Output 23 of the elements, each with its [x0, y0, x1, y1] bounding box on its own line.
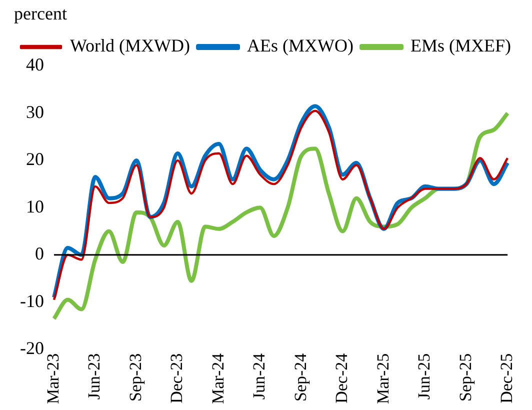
- x-tick-label: Dec-24: [332, 352, 352, 404]
- x-tick-label: Sep-25: [456, 353, 475, 402]
- x-tick-label: Jun-25: [414, 353, 434, 400]
- y-tick-label: -10: [20, 290, 44, 311]
- x-tick-label: Mar-23: [43, 353, 62, 404]
- y-tick-label: 30: [26, 102, 44, 122]
- x-tick-label: Mar-24: [208, 352, 228, 404]
- x-tick-label: Sep-24: [290, 352, 310, 402]
- x-tick-label: Dec-25: [497, 353, 516, 404]
- y-axis-title: percent: [14, 4, 67, 24]
- x-tick-label: Sep-23: [126, 353, 145, 402]
- x-tick-label: Dec-23: [167, 353, 186, 404]
- x-tick-label: Mar-25: [373, 353, 392, 404]
- legend-label: AEs (MXWO): [247, 36, 354, 56]
- y-tick-label: 40: [26, 54, 44, 75]
- y-tick-label: -20: [20, 338, 44, 358]
- legend-label: World (MXWD): [70, 36, 190, 56]
- legend-label: EMs (MXEF): [410, 36, 512, 56]
- y-tick-label: 10: [26, 196, 44, 216]
- x-tick-label: Jun-24: [250, 352, 269, 400]
- x-tick-label: Jun-23: [84, 353, 104, 400]
- y-tick-label: 0: [34, 244, 44, 264]
- y-tick-label: 20: [26, 149, 44, 170]
